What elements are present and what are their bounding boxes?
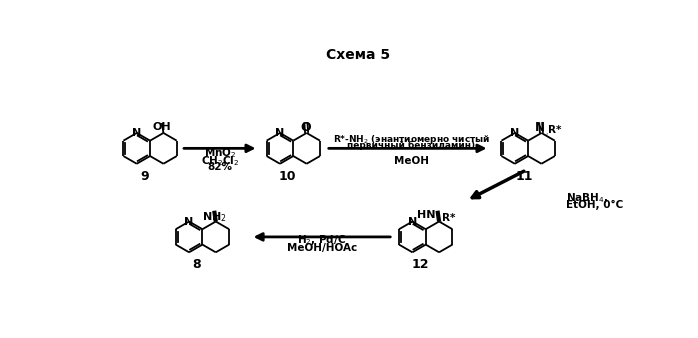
Text: 12: 12 [411, 259, 429, 271]
Text: 8: 8 [193, 259, 201, 271]
Text: NaBH$_4$,: NaBH$_4$, [566, 191, 609, 205]
Text: 9: 9 [140, 170, 149, 183]
Text: 82%: 82% [207, 162, 232, 172]
Text: N: N [510, 128, 519, 138]
Text: H$_2$, Pd/C: H$_2$, Pd/C [297, 233, 346, 247]
Text: MeOH/HOAc: MeOH/HOAc [287, 243, 357, 253]
Text: Схема 5: Схема 5 [326, 48, 389, 62]
Text: N: N [275, 128, 285, 138]
Text: EtOH, 0°C: EtOH, 0°C [566, 200, 623, 210]
Text: R*-NH$_2$ (энантиомерно чистый: R*-NH$_2$ (энантиомерно чистый [333, 133, 490, 146]
Text: 11: 11 [515, 170, 533, 183]
Text: $_{\mathsf{,}}$R*: $_{\mathsf{,}}$R* [545, 124, 563, 139]
Text: OH: OH [153, 122, 171, 132]
Text: N: N [535, 121, 545, 134]
Text: MeOH: MeOH [394, 156, 429, 166]
Text: NH$_2$: NH$_2$ [202, 210, 227, 224]
Text: N: N [184, 217, 194, 226]
Text: 10: 10 [279, 170, 297, 183]
Text: CH$_2$Cl$_2$: CH$_2$Cl$_2$ [200, 154, 239, 168]
Text: N: N [408, 217, 417, 226]
Text: MnO$_2$: MnO$_2$ [204, 146, 236, 160]
Text: N: N [132, 128, 142, 138]
Text: O: O [301, 121, 311, 134]
Text: $_{\mathsf{,}}$R*: $_{\mathsf{,}}$R* [439, 212, 457, 226]
Text: HN: HN [417, 210, 436, 220]
Text: первичный бензиламин): первичный бензиламин) [348, 141, 475, 150]
